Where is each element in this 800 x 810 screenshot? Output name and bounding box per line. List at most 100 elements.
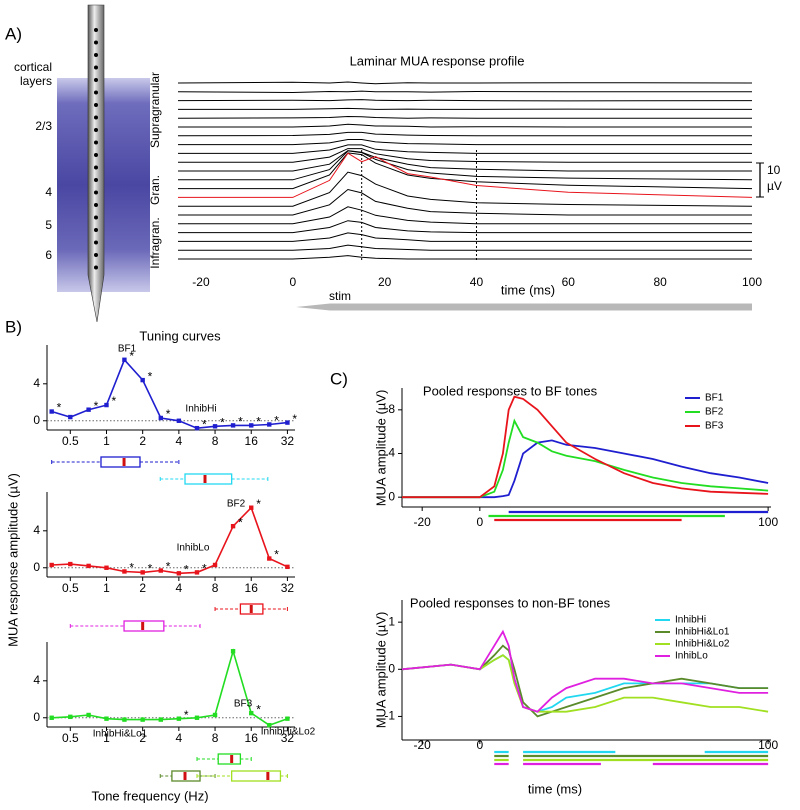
panel-label: C)	[330, 369, 348, 388]
data-point	[68, 714, 73, 720]
probe-contact	[94, 240, 98, 245]
probe-contact	[94, 53, 98, 57]
trace	[178, 171, 753, 207]
data-line	[51, 358, 288, 430]
annotation: InhibHi&Lo2	[261, 727, 316, 738]
data-point	[104, 716, 109, 721]
sig-star: *	[274, 414, 279, 428]
data-point	[104, 565, 109, 570]
probe-contact	[94, 65, 98, 70]
x-tick-label: 16	[245, 731, 259, 745]
x-axis-label: Tone frequency (Hz)	[91, 788, 208, 803]
x-tick-label: 20	[378, 275, 392, 289]
legend-label: BF2	[705, 407, 724, 418]
trace	[178, 152, 753, 190]
sig-star: *	[238, 515, 243, 529]
x-tick-label: 80	[653, 275, 667, 289]
data-point	[212, 562, 218, 568]
data-line	[401, 654, 769, 713]
data-point	[285, 564, 290, 570]
probe-contact	[94, 265, 98, 270]
x-tick-label: 100	[758, 738, 778, 752]
probe-contact	[94, 78, 98, 82]
probe-contact	[94, 178, 98, 182]
y-axis-label: MUA amplitude (µV)	[373, 390, 388, 507]
sig-star: *	[292, 412, 297, 426]
legend-label: InhibHi&Lo1	[675, 627, 730, 638]
annotation: InhibHi	[185, 404, 216, 415]
data-point	[194, 570, 200, 575]
x-tick-label: 32	[281, 434, 295, 448]
data-line	[402, 395, 769, 499]
data-point	[249, 710, 254, 716]
data-point	[49, 409, 54, 414]
legend-label: InhibHi	[675, 615, 706, 626]
probe-contact	[94, 115, 98, 120]
sig-star: *	[166, 407, 171, 421]
data-point	[158, 568, 163, 573]
x-tick-label: 4	[176, 434, 183, 448]
legend-label: BF3	[705, 421, 724, 432]
data-line	[51, 648, 288, 727]
annotation: InhibHi&Lo1	[93, 729, 148, 740]
data-point	[176, 418, 182, 423]
trace	[178, 244, 752, 251]
sig-star: *	[256, 497, 261, 511]
data-point	[158, 415, 163, 421]
x-tick-label: 8	[212, 581, 219, 595]
sig-star: *	[148, 562, 153, 576]
x-tick-label: 4	[176, 731, 183, 745]
data-point	[140, 377, 145, 383]
data-line	[401, 644, 769, 718]
x-tick-label: 0	[476, 738, 483, 752]
sig-star: *	[220, 415, 225, 429]
x-tick-label: 0	[289, 275, 296, 289]
layer-label: 2/3	[35, 119, 52, 133]
data-point	[49, 715, 54, 720]
box	[184, 473, 233, 485]
data-point	[230, 649, 236, 654]
x-tick-label: 4	[176, 581, 183, 595]
y-tick-label: -1	[384, 709, 395, 723]
x-tick-label: 2	[139, 434, 146, 448]
trace	[178, 220, 752, 234]
sig-star: *	[184, 708, 189, 722]
data-point	[158, 717, 163, 722]
data-point	[68, 414, 73, 420]
x-tick-label: 8	[212, 434, 219, 448]
data-point	[212, 424, 218, 429]
sig-star: *	[57, 401, 62, 415]
x-tick-label: 100	[742, 275, 762, 289]
data-line	[402, 439, 769, 499]
region-label: Infragran.	[148, 217, 162, 268]
y-tick-label: 1	[388, 614, 395, 628]
probe-contact	[94, 228, 98, 232]
box	[231, 770, 282, 782]
x-tick-label: 0.5	[62, 581, 79, 595]
x-tick-label: 1	[103, 434, 110, 448]
x-tick-label: 1	[103, 581, 110, 595]
x-axis-label: time (ms)	[501, 282, 555, 297]
panel-label: A)	[5, 24, 22, 43]
probe-contact	[94, 190, 98, 195]
data-point	[249, 505, 254, 510]
sig-star: *	[129, 349, 134, 363]
sig-star: *	[111, 394, 116, 408]
y-tick-label: 4	[33, 523, 40, 537]
y-tick-label: 0	[33, 560, 40, 574]
box	[171, 770, 201, 782]
probe-contact	[94, 215, 98, 220]
x-tick-label: 2	[139, 581, 146, 595]
probe-contact	[94, 153, 98, 157]
layers-title: cortical	[14, 60, 52, 74]
sig-star: *	[94, 399, 99, 413]
data-point	[212, 712, 218, 718]
probe	[87, 4, 105, 323]
sig-star: *	[148, 369, 153, 383]
panel-label: B)	[5, 317, 22, 336]
trace	[178, 123, 752, 128]
box	[217, 753, 242, 765]
legend-label: InhibHi&Lo2	[675, 639, 730, 650]
x-tick-label: 1	[103, 731, 110, 745]
chart-title: Pooled responses to non-BF tones	[410, 595, 611, 610]
